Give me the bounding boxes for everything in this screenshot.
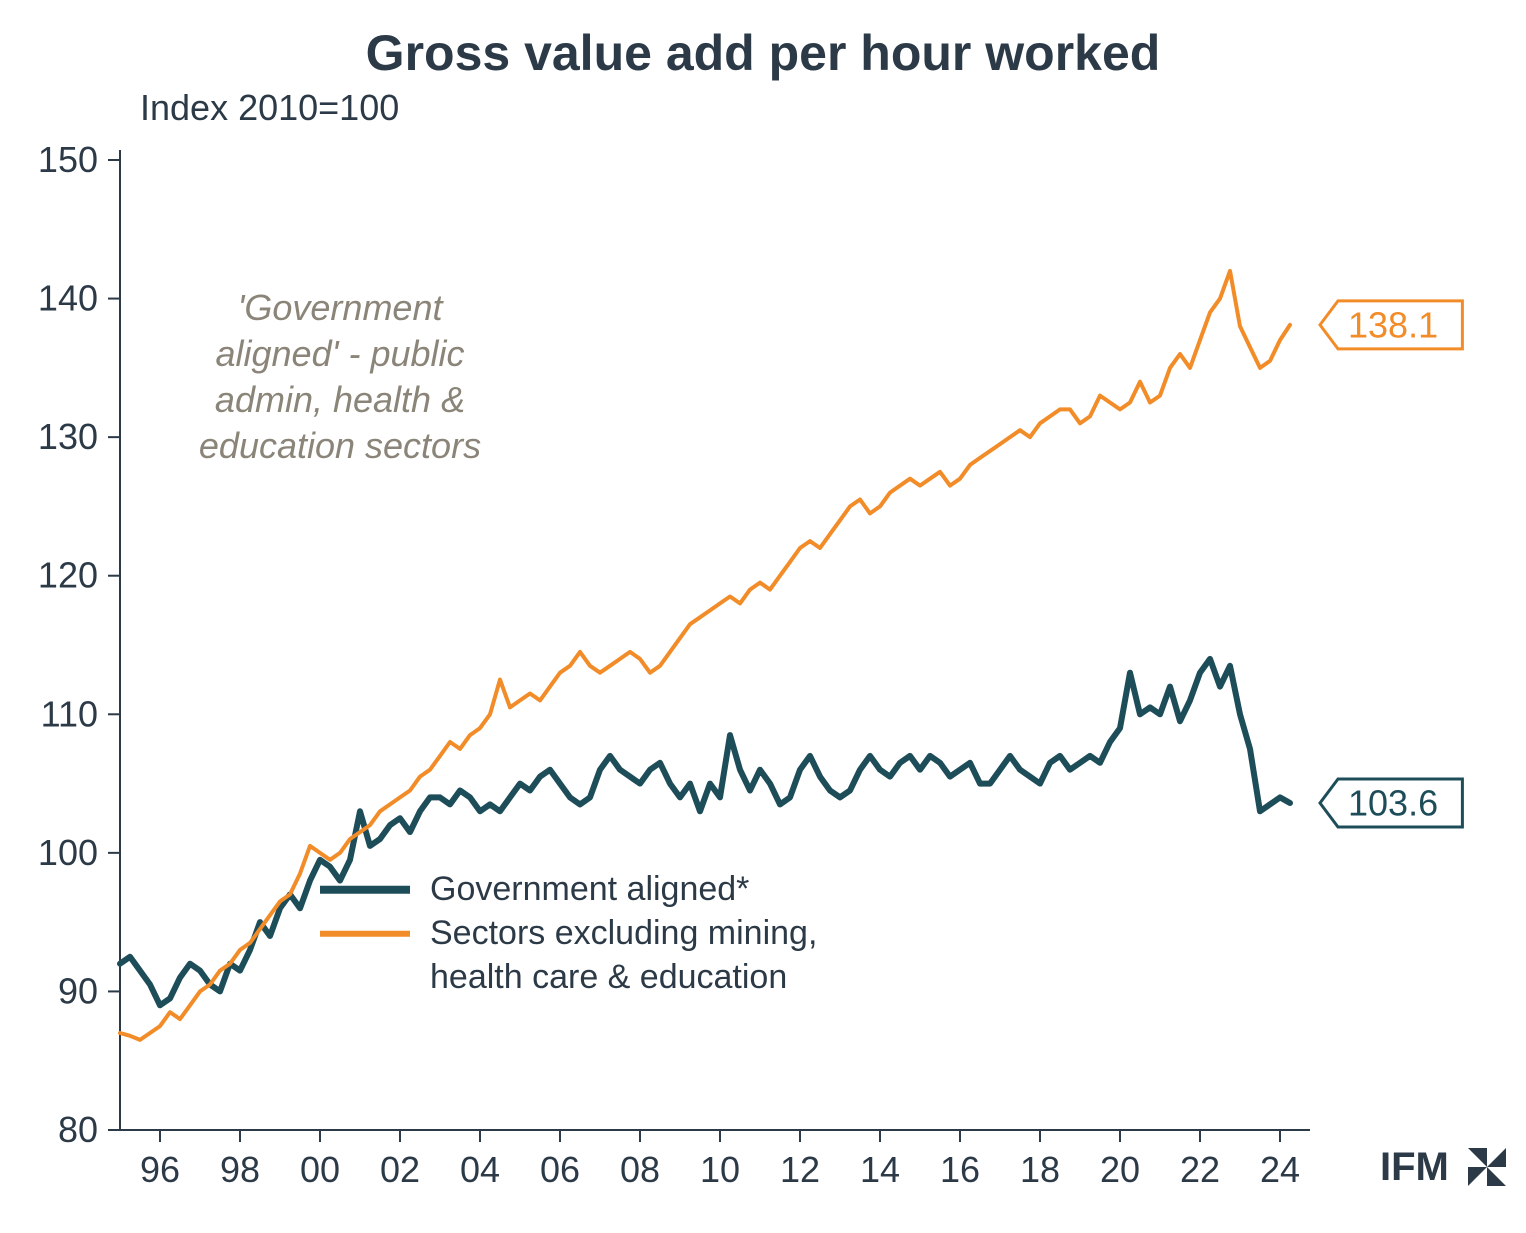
annotation-text: education sectors [199, 425, 481, 466]
x-tick-label: 10 [700, 1149, 740, 1190]
chart-container: Gross value add per hour worked Index 201… [0, 0, 1526, 1233]
x-tick-label: 08 [620, 1149, 660, 1190]
y-tick-label: 120 [38, 555, 98, 596]
legend-label: health care & education [430, 958, 787, 996]
x-tick-label: 18 [1020, 1149, 1060, 1190]
x-tick-label: 04 [460, 1149, 500, 1190]
y-tick-label: 80 [58, 1109, 98, 1150]
x-tick-label: 06 [540, 1149, 580, 1190]
legend-label: Sectors excluding mining, [430, 914, 817, 952]
brand-label: IFM [1380, 1145, 1449, 1189]
x-tick-label: 20 [1100, 1149, 1140, 1190]
x-tick-label: 96 [140, 1149, 180, 1190]
brand-icon [1468, 1148, 1506, 1186]
x-tick-label: 12 [780, 1149, 820, 1190]
x-tick-label: 14 [860, 1149, 900, 1190]
y-tick-label: 130 [38, 416, 98, 457]
x-tick-label: 98 [220, 1149, 260, 1190]
end-callout-value: 138.1 [1348, 305, 1438, 346]
annotation-text: aligned' - public [215, 333, 464, 374]
x-tick-label: 22 [1180, 1149, 1220, 1190]
y-tick-label: 90 [58, 970, 98, 1011]
y-tick-label: 140 [38, 278, 98, 319]
x-tick-label: 02 [380, 1149, 420, 1190]
annotation-text: admin, health & [215, 379, 465, 420]
y-tick-label: 110 [41, 693, 98, 734]
chart-subtitle: Index 2010=100 [140, 87, 399, 128]
x-tick-label: 24 [1260, 1149, 1300, 1190]
x-tick-label: 00 [300, 1149, 340, 1190]
chart-svg: Gross value add per hour worked Index 201… [0, 0, 1526, 1233]
end-callout-value: 103.6 [1348, 783, 1438, 824]
annotation-text: 'Government [238, 287, 445, 328]
legend-label: Government aligned* [430, 870, 749, 908]
y-tick-label: 150 [38, 139, 98, 180]
x-tick-label: 16 [940, 1149, 980, 1190]
chart-title: Gross value add per hour worked [366, 25, 1161, 81]
y-tick-label: 100 [38, 832, 98, 873]
